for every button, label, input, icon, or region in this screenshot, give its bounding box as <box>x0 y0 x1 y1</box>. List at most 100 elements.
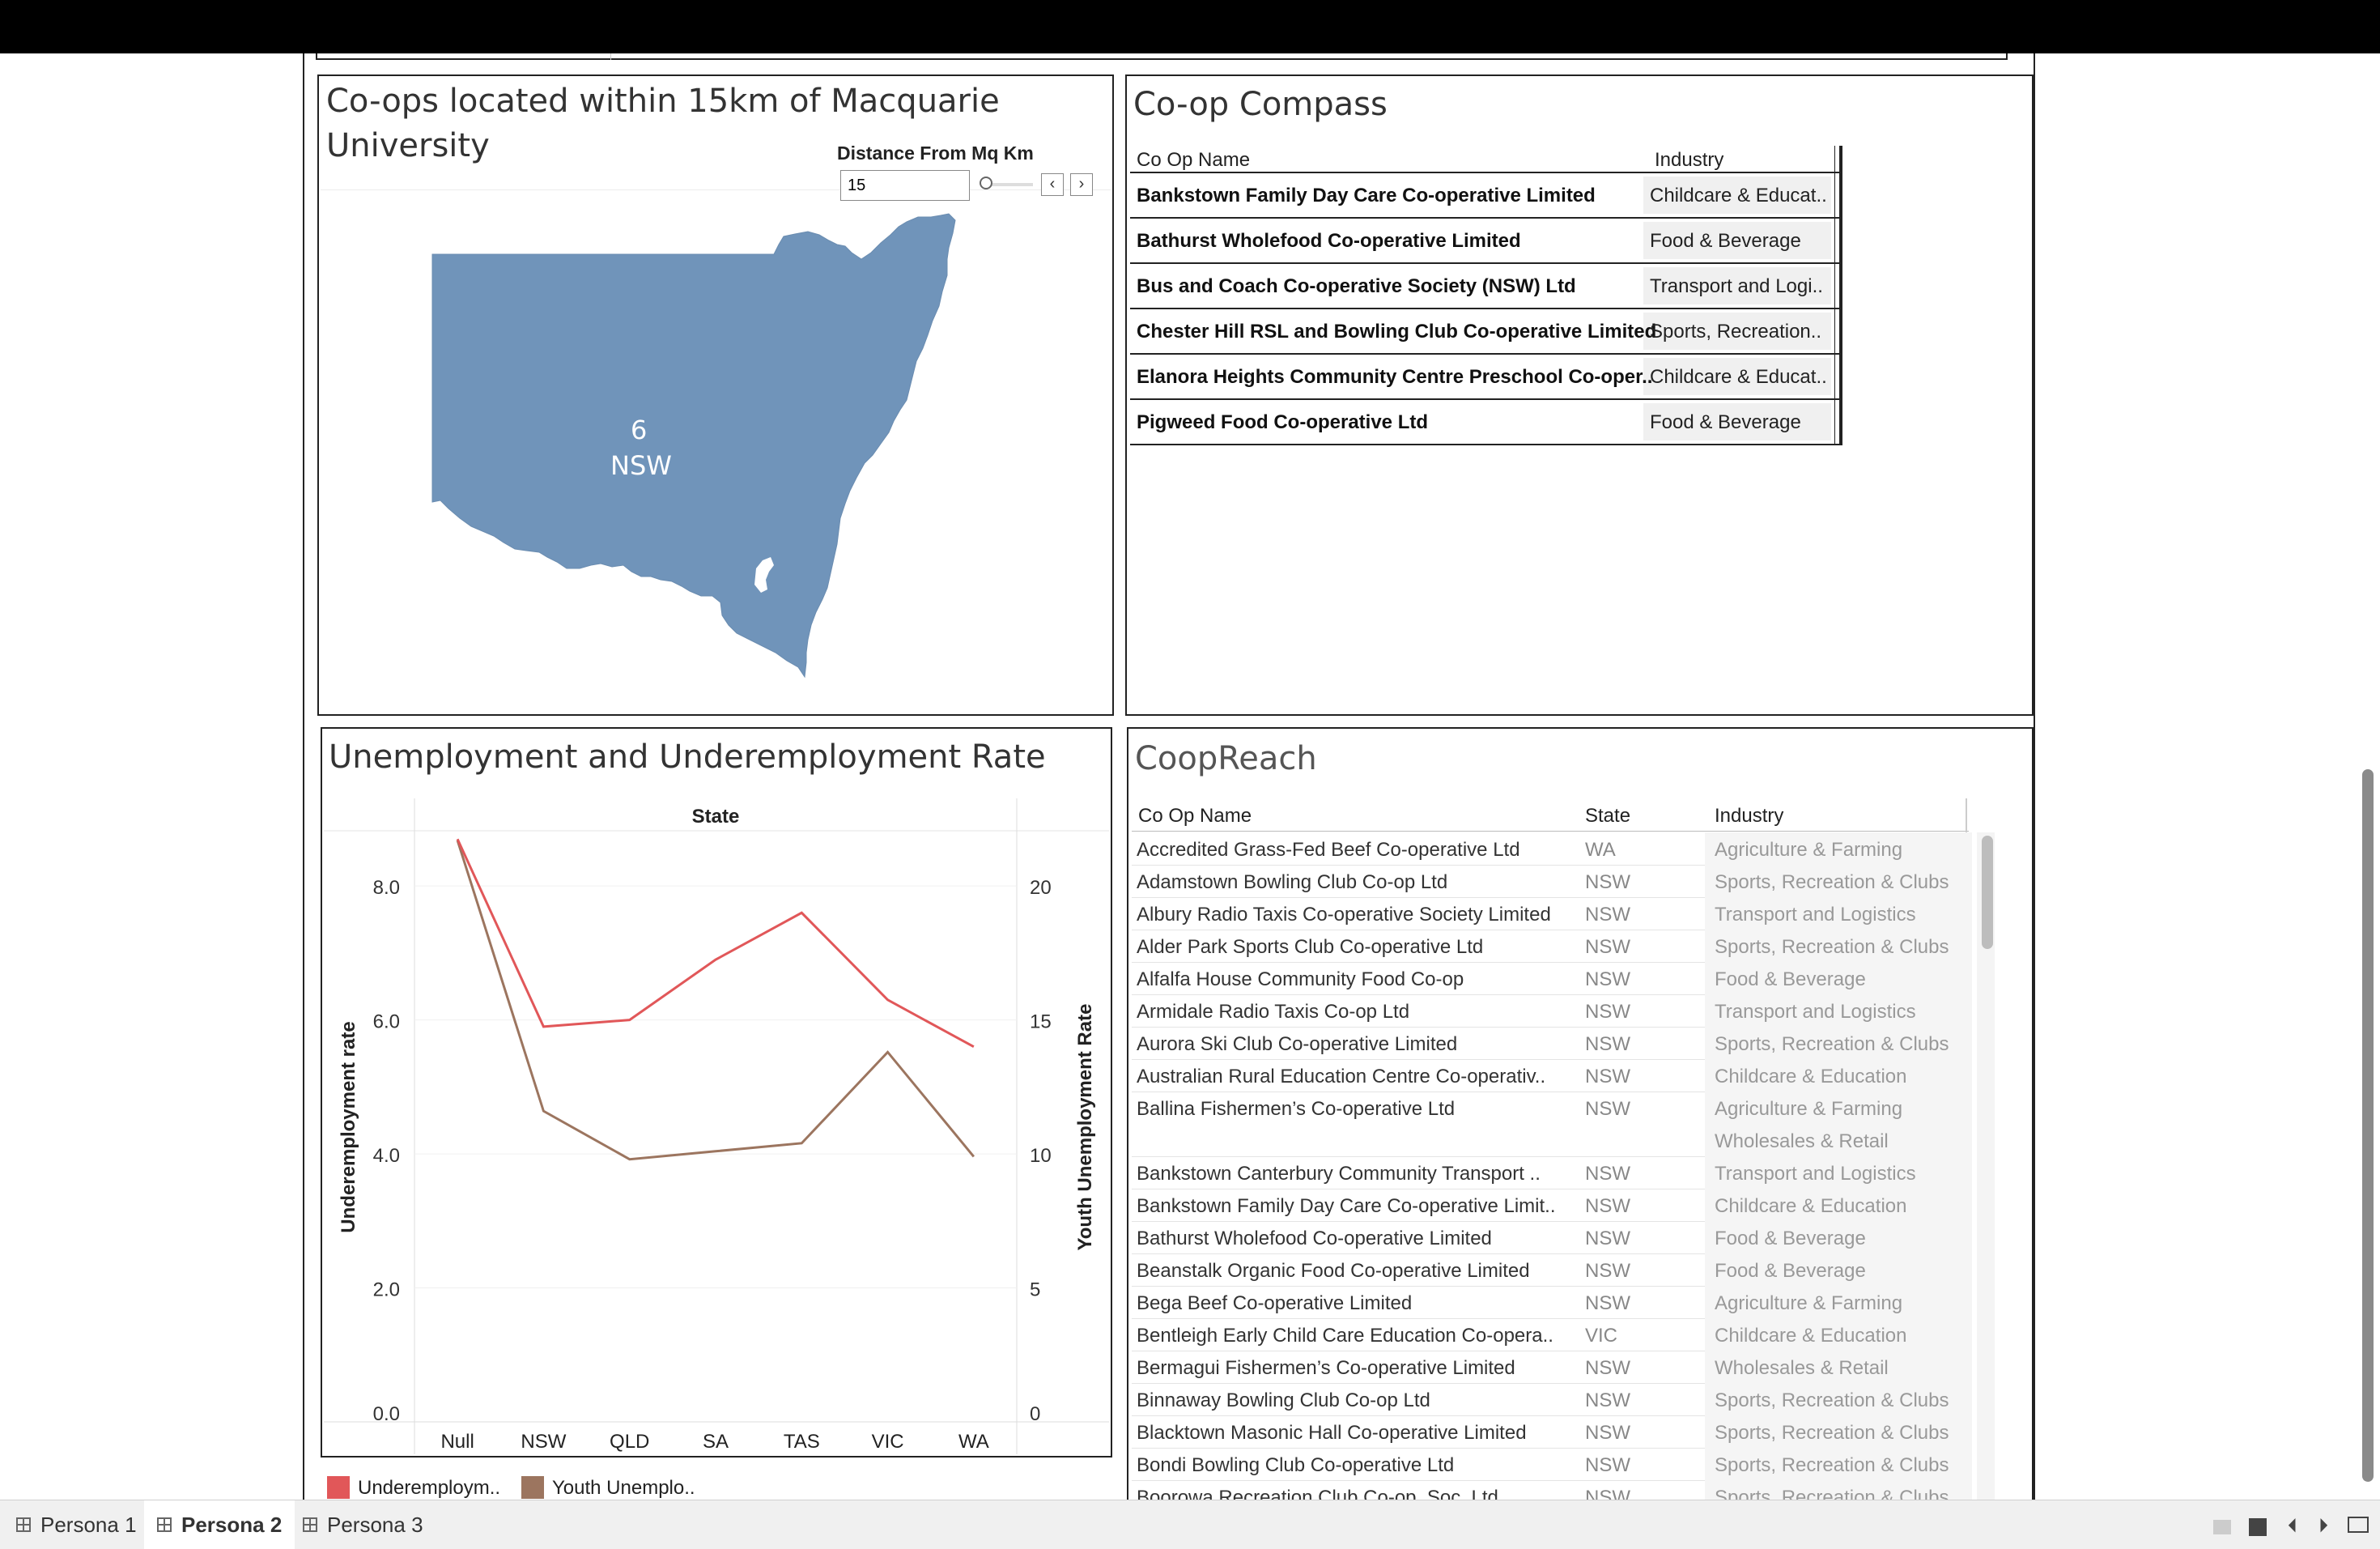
reach-table-row[interactable]: Accredited Grass-Fed Beef Co-operative L… <box>1132 832 1972 866</box>
distance-filter-input[interactable] <box>840 170 970 201</box>
distance-increase-button[interactable]: › <box>1070 173 1093 196</box>
compass-coop-name: Bathurst Wholefood Co-operative Limited <box>1137 230 1521 252</box>
reach-state: NSW <box>1585 1163 1630 1185</box>
compass-table-row[interactable]: Bathurst Wholefood Co-operative Limited F… <box>1130 219 1841 264</box>
reach-industry-cell-bg <box>1705 930 1972 962</box>
reach-coop-name: Alfalfa House Community Food Co-op <box>1137 968 1464 990</box>
compass-coop-name: Elanora Heights Community Centre Prescho… <box>1137 366 1653 388</box>
reach-industry-cell-bg <box>1705 1027 1972 1059</box>
map-title-divider <box>321 189 1111 190</box>
chart-left-tick-label: 4.0 <box>373 1145 400 1167</box>
presentation-mode-icon[interactable] <box>2348 1517 2369 1533</box>
reach-industry: Childcare & Education <box>1715 1195 1907 1217</box>
dashboard-right-border <box>2034 53 2035 1500</box>
chart-x-tick-label: WA <box>958 1431 989 1453</box>
compass-coop-name: Pigweed Food Co-operative Ltd <box>1137 411 1429 433</box>
compass-industry-cell-bg <box>1643 222 1831 259</box>
reach-industry: Transport and Logistics <box>1715 1163 1916 1185</box>
reach-table-row[interactable]: Bermagui Fishermen’s Co-operative Limite… <box>1132 1351 1972 1384</box>
legend-youth-label: Youth Unemplo.. <box>552 1477 695 1499</box>
youth-unemployment-line <box>456 840 975 1161</box>
reach-coop-name: Bondi Bowling Club Co-operative Ltd <box>1137 1454 1455 1476</box>
tab-persona-1[interactable]: Persona 1 <box>3 1500 150 1549</box>
reach-coop-name: Bathurst Wholefood Co-operative Limited <box>1137 1228 1492 1249</box>
reach-industry-cell-bg <box>1705 1448 1972 1480</box>
reach-industry: Sports, Recreation & Clubs <box>1715 1033 1949 1055</box>
reach-state: NSW <box>1585 904 1630 926</box>
reach-col-name: Co Op Name <box>1138 805 1252 827</box>
compass-industry: Food & Beverage <box>1650 411 1801 433</box>
reach-table-row[interactable]: Blacktown Masonic Hall Co-operative Limi… <box>1132 1415 1972 1449</box>
reach-industry-cell-bg <box>1705 962 1972 994</box>
next-sheet-icon[interactable]: ⏵ <box>2318 1515 2328 1537</box>
grid-view-icon[interactable] <box>2249 1518 2267 1536</box>
compass-coop-name: Bus and Coach Co-operative Society (NSW)… <box>1137 275 1576 297</box>
compass-table-row[interactable]: Chester Hill RSL and Bowling Club Co-ope… <box>1130 309 1841 355</box>
chart-left-tick-label: 6.0 <box>373 1011 400 1033</box>
tab-persona-3[interactable]: Persona 3 <box>290 1500 436 1549</box>
reach-state: NSW <box>1585 1292 1630 1314</box>
previous-sheet-icon[interactable]: ⏴ <box>2288 1515 2297 1537</box>
unemployment-panel <box>321 727 1112 1458</box>
reach-table-row[interactable]: Beanstalk Organic Food Co-operative Limi… <box>1132 1253 1972 1287</box>
reach-industry: Food & Beverage <box>1715 1228 1866 1249</box>
reach-industry-cell-bg <box>1705 1059 1972 1092</box>
tab-persona-2[interactable]: Persona 2 <box>144 1500 295 1549</box>
reach-table-row[interactable]: Alder Park Sports Club Co-operative Ltd N… <box>1132 930 1972 963</box>
reach-industry-cell-bg <box>1705 1221 1972 1253</box>
window-scrollbar-thumb[interactable] <box>2362 769 2374 1482</box>
reach-table-row[interactable]: Bentleigh Early Child Care Education Co-… <box>1132 1318 1972 1351</box>
reach-scrollbar-track[interactable] <box>1977 832 1995 1500</box>
distance-slider-handle[interactable] <box>980 177 992 189</box>
reach-industry: Food & Beverage <box>1715 968 1866 990</box>
compass-col-name: Co Op Name <box>1137 149 1251 171</box>
reach-industry-cell-bg <box>1705 1415 1972 1448</box>
compass-table-row[interactable]: Bus and Coach Co-operative Society (NSW)… <box>1130 264 1841 309</box>
reach-coop-name: Bermagui Fishermen’s Co-operative Limite… <box>1137 1357 1515 1379</box>
reach-coop-name: Australian Rural Education Centre Co-ope… <box>1137 1066 1546 1087</box>
reach-industry: Sports, Recreation & Clubs <box>1715 1454 1949 1476</box>
filmstrip-view-icon[interactable] <box>2213 1520 2231 1534</box>
reach-table-row[interactable]: Bondi Bowling Club Co-operative Ltd NSW Sp… <box>1132 1448 1972 1481</box>
reach-table-row[interactable]: Alfalfa House Community Food Co-op NSW Foo… <box>1132 962 1972 995</box>
compass-industry-cell-bg <box>1643 313 1831 350</box>
reach-table-row[interactable]: Adamstown Bowling Club Co-op Ltd NSW Sport… <box>1132 865 1972 898</box>
compass-table-row[interactable]: Bankstown Family Day Care Co-operative L… <box>1130 173 1841 219</box>
reach-table-row[interactable]: Bega Beef Co-operative Limited NSW Agricul… <box>1132 1286 1972 1319</box>
reach-table-row[interactable]: Armidale Radio Taxis Co-op Ltd NSW Transpo… <box>1132 994 1972 1028</box>
reach-industry: Sports, Recreation & Clubs <box>1715 871 1949 893</box>
compass-industry: Sports, Recreation.. <box>1650 321 1822 343</box>
reach-table-row[interactable]: Binnaway Bowling Club Co-op Ltd NSW Sports… <box>1132 1383 1972 1416</box>
sheet-tab-bar: Persona 1 Persona 2 Persona 3 ⏴ ⏵ <box>0 1500 2380 1549</box>
chart-right-axis-title: Youth Unemployment Rate <box>1074 1004 1096 1251</box>
reach-state: NSW <box>1585 968 1630 990</box>
compass-table-row[interactable]: Elanora Heights Community Centre Prescho… <box>1130 355 1841 400</box>
compass-coop-name: Chester Hill RSL and Bowling Club Co-ope… <box>1137 321 1657 343</box>
chart-x-tick-label: TAS <box>784 1431 820 1453</box>
sheet-grid-icon <box>157 1517 172 1532</box>
reach-scrollbar-thumb[interactable] <box>1982 836 1993 949</box>
distance-decrease-button[interactable]: ‹ <box>1041 173 1064 196</box>
reach-coop-name: Armidale Radio Taxis Co-op Ltd <box>1137 1001 1410 1023</box>
reach-table-row[interactable]: Australian Rural Education Centre Co-ope… <box>1132 1059 1972 1092</box>
chart-x-tick-label: NSW <box>521 1431 566 1453</box>
reach-table-row[interactable]: Bankstown Canterbury Community Transport… <box>1132 1156 1972 1189</box>
chart-left-tick-label: 8.0 <box>373 877 400 899</box>
reach-industry-cell-bg <box>1705 1383 1972 1415</box>
compass-industry: Transport and Logi.. <box>1650 275 1823 297</box>
reach-table-row[interactable]: Bankstown Family Day Care Co-operative L… <box>1132 1189 1972 1222</box>
reach-table-row[interactable]: Albury Radio Taxis Co-operative Society … <box>1132 897 1972 930</box>
reach-industry-cell-bg <box>1705 865 1972 897</box>
reach-table-row[interactable]: Boorowa Recreation Club Co-op. Soc. Ltd.… <box>1132 1480 1972 1500</box>
reach-table-row[interactable]: Ballina Fishermen’s Co-operative Ltd NSW A… <box>1132 1092 1972 1157</box>
reach-coop-name: Beanstalk Organic Food Co-operative Limi… <box>1137 1260 1530 1282</box>
compass-table-row[interactable]: Pigweed Food Co-operative Ltd Food & Beve… <box>1130 400 1841 445</box>
reach-industry: Sports, Recreation & Clubs <box>1715 1487 1949 1500</box>
compass-panel <box>1125 74 2034 716</box>
legend-underemployment-swatch <box>327 1476 350 1499</box>
reach-industry: Agriculture & Farming <box>1715 1292 1903 1314</box>
reach-table-row[interactable]: Aurora Ski Club Co-operative Limited NSW S… <box>1132 1027 1972 1060</box>
distance-slider-track[interactable] <box>986 183 1033 186</box>
reach-table-row[interactable]: Bathurst Wholefood Co-operative Limited N… <box>1132 1221 1972 1254</box>
map-title-line1: Co-ops located within 15km of Macquarie <box>326 83 1000 120</box>
